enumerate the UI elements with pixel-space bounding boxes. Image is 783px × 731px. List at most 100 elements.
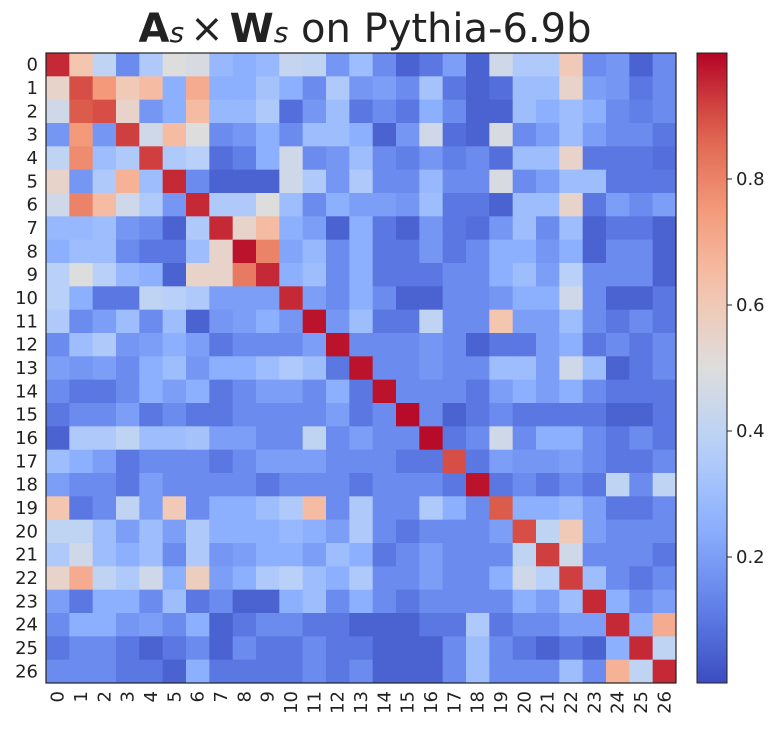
heatmap-cell bbox=[186, 356, 210, 381]
heatmap-cell bbox=[396, 309, 420, 334]
heatmap-cell bbox=[232, 659, 257, 684]
heatmap-cell bbox=[606, 356, 630, 381]
heatmap-cell bbox=[162, 543, 187, 567]
heatmap-cell bbox=[92, 659, 117, 684]
heatmap-cell bbox=[92, 169, 117, 194]
x-tick-label: 23 bbox=[584, 691, 605, 714]
heatmap-cell bbox=[139, 286, 164, 311]
heatmap-cell bbox=[372, 659, 397, 684]
heatmap-cell bbox=[92, 309, 117, 334]
heatmap-cell bbox=[606, 449, 630, 474]
heatmap-cell bbox=[652, 76, 677, 101]
title-matrix-a: A bbox=[138, 6, 170, 52]
heatmap-cell bbox=[396, 263, 420, 287]
heatmap-cell bbox=[419, 496, 444, 521]
heatmap-cell bbox=[536, 636, 560, 661]
y-tick-label: 0 bbox=[27, 55, 38, 76]
heatmap-cell bbox=[209, 216, 234, 241]
heatmap-cell bbox=[396, 473, 420, 497]
heatmap-cell bbox=[326, 379, 350, 404]
heatmap-cell bbox=[396, 356, 420, 381]
heatmap-cell bbox=[69, 146, 94, 171]
heatmap-cell bbox=[372, 449, 397, 474]
heatmap-cell bbox=[116, 659, 140, 684]
heatmap-cell bbox=[326, 309, 350, 334]
heatmap-cell bbox=[536, 169, 560, 194]
heatmap-cell bbox=[349, 193, 374, 217]
heatmap-cell bbox=[232, 239, 257, 264]
heatmap-cell bbox=[512, 496, 537, 521]
heatmap-cell bbox=[256, 333, 280, 357]
heatmap-cell bbox=[349, 426, 374, 451]
heatmap-cell bbox=[116, 333, 140, 357]
heatmap-cell bbox=[209, 636, 234, 661]
heatmap-cell bbox=[186, 286, 210, 311]
heatmap-cell bbox=[419, 636, 444, 661]
heatmap-cell bbox=[536, 333, 560, 357]
heatmap-cell bbox=[46, 636, 70, 661]
heatmap-cell bbox=[256, 403, 280, 427]
heatmap-cell bbox=[489, 426, 514, 451]
heatmap-cell bbox=[46, 99, 70, 124]
heatmap-cell bbox=[466, 449, 490, 474]
heatmap-cell bbox=[209, 123, 234, 147]
heatmap-cell bbox=[46, 239, 70, 264]
heatmap-cell bbox=[629, 333, 654, 357]
heatmap-cell bbox=[116, 613, 140, 637]
heatmap-cell bbox=[256, 99, 280, 124]
heatmap-cell bbox=[326, 659, 350, 684]
heatmap-cell bbox=[606, 636, 630, 661]
heatmap-cell bbox=[162, 123, 187, 147]
heatmap-cell bbox=[186, 543, 210, 567]
heatmap-cell bbox=[606, 286, 630, 311]
heatmap-cell bbox=[326, 286, 350, 311]
title-subscript-s: s bbox=[169, 16, 185, 49]
heatmap-cell bbox=[349, 286, 374, 311]
heatmap-cell bbox=[162, 519, 187, 544]
heatmap-cell bbox=[116, 496, 140, 521]
y-tick-label: 20 bbox=[15, 521, 38, 542]
heatmap-cell bbox=[69, 239, 94, 264]
heatmap-cell bbox=[92, 146, 117, 171]
heatmap-cell bbox=[582, 356, 607, 381]
heatmap-cell bbox=[372, 169, 397, 194]
heatmap-cell bbox=[372, 286, 397, 311]
heatmap-cell bbox=[326, 76, 350, 101]
heatmap-cell bbox=[419, 589, 444, 614]
heatmap-cell bbox=[162, 356, 187, 381]
heatmap-cell bbox=[559, 263, 584, 287]
x-tick-labels: 0 1 2 3 4 5 6 7 8 9 10 11 12 13 14 15 16 17 18 19 20 21 22 23 24… bbox=[48, 691, 676, 714]
heatmap-cell bbox=[536, 543, 560, 567]
heatmap-cell bbox=[209, 519, 234, 544]
heatmap-cell bbox=[396, 169, 420, 194]
heatmap-cell bbox=[652, 309, 677, 334]
heatmap-cell bbox=[139, 53, 164, 77]
heatmap-cell bbox=[396, 426, 420, 451]
heatmap-cell bbox=[349, 636, 374, 661]
x-tick-label: 26 bbox=[654, 691, 675, 714]
heatmap-cell bbox=[536, 356, 560, 381]
heatmap-cell bbox=[69, 309, 94, 334]
heatmap-cell bbox=[512, 449, 537, 474]
y-tick-label: 4 bbox=[27, 148, 38, 169]
heatmap-cell bbox=[396, 449, 420, 474]
heatmap-cell bbox=[419, 379, 444, 404]
heatmap-cell bbox=[302, 519, 327, 544]
heatmap-cell bbox=[349, 403, 374, 427]
heatmap-cell bbox=[69, 169, 94, 194]
heatmap-cell bbox=[442, 169, 467, 194]
heatmap-cell bbox=[419, 263, 444, 287]
x-tick-label: 9 bbox=[258, 691, 279, 702]
heatmap-cell bbox=[396, 496, 420, 521]
heatmap-cell bbox=[489, 146, 514, 171]
heatmap-cell bbox=[489, 496, 514, 521]
heatmap-cell bbox=[629, 426, 654, 451]
heatmap-cell bbox=[209, 473, 234, 497]
heatmap-cell bbox=[186, 659, 210, 684]
heatmap-cell bbox=[232, 76, 257, 101]
heatmap-cell bbox=[139, 473, 164, 497]
y-tick-label: 13 bbox=[15, 358, 38, 379]
x-tick-label: 1 bbox=[71, 691, 92, 702]
heatmap-cell bbox=[466, 613, 490, 637]
heatmap-cell bbox=[232, 496, 257, 521]
